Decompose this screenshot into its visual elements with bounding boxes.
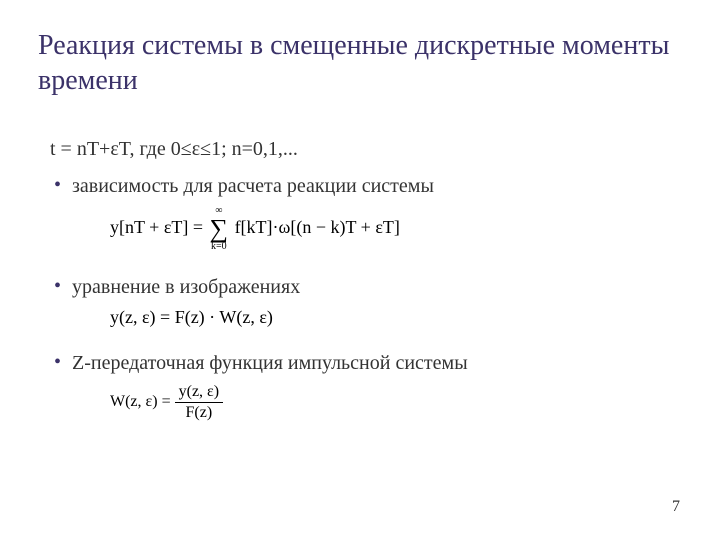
slide-title: Реакция системы в смещенные дискретные м… [38, 28, 682, 98]
sum-lower: k=0 [210, 242, 229, 252]
bullet-item: зависимость для расчета реакции системы [50, 175, 670, 198]
fraction-numerator: y(z, ε) [175, 383, 223, 403]
bullet-list: Z-передаточная функция импульсной систем… [50, 352, 670, 375]
bullet-item: Z-передаточная функция импульсной систем… [50, 352, 670, 375]
bullet-item: уравнение в изображениях [50, 276, 670, 299]
bullet-text: зависимость для расчета реакции системы [72, 175, 434, 197]
equation-1: y[nT + εT] = ∞ ∑ k=0 f[kT]·ω[(n − k)T + … [110, 206, 670, 252]
subheading: t = nT+εT, где 0≤ε≤1; n=0,1,... [50, 138, 670, 161]
eq3-lhs: W(z, ε) = [110, 393, 175, 410]
bullet-list: зависимость для расчета реакции системы [50, 175, 670, 198]
sigma-icon: ∑ [210, 216, 229, 242]
eq1-rhs: f[kT]·ω[(n − k)T + εT] [235, 217, 400, 237]
equation-3: W(z, ε) = y(z, ε) F(z) [110, 383, 670, 421]
summation-symbol: ∞ ∑ k=0 [210, 206, 229, 252]
bullet-text: Z-передаточная функция импульсной систем… [72, 352, 468, 374]
bullet-list: уравнение в изображениях [50, 276, 670, 299]
slide: Реакция системы в смещенные дискретные м… [0, 0, 720, 540]
fraction-denominator: F(z) [175, 403, 223, 422]
equation-2: y(z, ε) = F(z) · W(z, ε) [110, 307, 670, 328]
bullet-text: уравнение в изображениях [72, 276, 300, 298]
slide-content: t = nT+εT, где 0≤ε≤1; n=0,1,... зависимо… [50, 138, 670, 445]
eq1-lhs: y[nT + εT] = [110, 217, 208, 237]
fraction: y(z, ε) F(z) [175, 383, 223, 421]
page-number: 7 [672, 498, 680, 516]
